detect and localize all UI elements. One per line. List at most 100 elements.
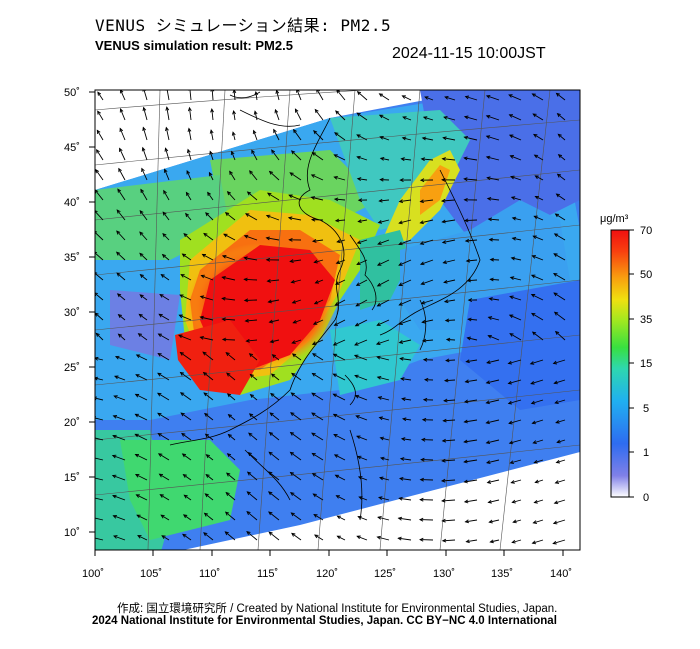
wind-arrow	[553, 292, 566, 301]
wind-arrow	[422, 137, 434, 141]
plot-frame	[94, 89, 581, 551]
wind-arrow-head	[243, 298, 249, 303]
title-english: VENUS simulation result: PM2.5	[95, 38, 293, 53]
wind-arrow	[464, 479, 478, 483]
wind-arrow-head	[420, 281, 425, 286]
wind-arrow	[112, 435, 126, 441]
wind-arrow-head	[141, 167, 145, 173]
wind-arrow	[402, 418, 412, 421]
wind-arrow-head	[511, 539, 516, 544]
wind-arrow-head	[511, 499, 516, 504]
wind-arrow-head	[290, 150, 296, 155]
wind-arrow-head	[419, 199, 424, 204]
wind-arrow-head	[511, 216, 517, 221]
wind-arrow-head	[224, 531, 229, 536]
wind-arrow	[379, 199, 390, 202]
wind-arrow	[534, 459, 544, 464]
wind-arrow	[399, 199, 412, 203]
wind-arrow-head	[508, 114, 514, 118]
wind-arrow-head	[112, 434, 117, 439]
wind-arrow	[245, 319, 258, 322]
wind-arrow	[512, 499, 522, 503]
wind-arrow-head	[531, 540, 537, 545]
wind-arrow	[466, 359, 478, 363]
wind-arrow	[269, 319, 280, 323]
wind-arrow	[137, 535, 148, 541]
wind-arrow-head	[205, 212, 210, 217]
wind-arrow	[97, 91, 104, 101]
wind-arrow	[530, 379, 544, 385]
wind-arrow	[553, 273, 566, 281]
wind-arrow-head	[185, 191, 190, 196]
wind-arrow-head	[289, 259, 294, 264]
wind-arrow	[226, 472, 236, 481]
wind-arrow-head	[141, 146, 146, 152]
lon-axis-labels: 100˚ 105˚ 110˚ 115˚ 120˚ 125˚ 130˚ 135˚ …	[82, 568, 572, 580]
wind-arrow	[95, 417, 104, 421]
wind-arrow	[222, 276, 236, 281]
wind-arrow-head	[221, 275, 226, 280]
wind-arrow	[135, 413, 148, 421]
wind-arrow-head	[290, 392, 295, 397]
wind-arrow	[276, 90, 280, 101]
wind-arrow-head	[274, 108, 279, 114]
wind-arrow-head	[139, 209, 144, 215]
wind-arrow-head	[401, 397, 406, 402]
wind-arrow-head	[554, 213, 560, 218]
wind-arrow	[203, 392, 214, 401]
wind-arrow	[233, 110, 236, 121]
wind-arrow	[553, 359, 566, 364]
wind-arrow-head	[182, 533, 187, 538]
wind-arrow	[186, 192, 192, 201]
wind-arrow	[166, 107, 170, 121]
wind-arrow-head	[230, 150, 235, 156]
wind-arrow	[158, 453, 170, 461]
wind-arrow	[254, 111, 258, 121]
wind-arrow	[554, 379, 566, 384]
wind-arrow	[291, 373, 302, 381]
wind-arrow-head	[557, 154, 563, 159]
wind-arrow	[178, 334, 192, 341]
wind-arrow-head	[95, 356, 99, 361]
wind-arrow	[358, 516, 368, 521]
wind-arrow-head	[487, 334, 492, 339]
wind-arrow	[442, 459, 456, 462]
wind-arrow	[166, 90, 170, 101]
wind-arrow	[204, 512, 214, 521]
wind-arrow-head	[178, 314, 183, 319]
wind-arrow	[337, 239, 346, 243]
wind-arrow-head	[376, 355, 381, 360]
lon-label: 105˚	[140, 568, 162, 580]
wind-arrow-head	[134, 433, 139, 438]
wind-arrow-head	[243, 234, 249, 239]
wind-arrow	[140, 189, 148, 201]
wind-arrow-head	[508, 440, 514, 445]
wind-arrow-head	[354, 322, 360, 327]
coastlines	[169, 91, 481, 521]
wind-arrow-head	[420, 437, 426, 442]
wind-arrow	[532, 419, 544, 424]
wind-arrow	[402, 137, 412, 141]
wind-arrow-head	[271, 354, 277, 359]
wind-arrow-head	[204, 493, 209, 498]
wind-arrow-head	[377, 516, 382, 520]
wind-arrow-head	[375, 341, 381, 345]
wind-arrow-head	[531, 93, 536, 98]
wind-arrow	[464, 439, 478, 443]
wind-arrow	[205, 493, 214, 501]
wind-arrow	[357, 156, 368, 161]
wind-arrow	[354, 339, 368, 346]
wind-arrow-head	[291, 300, 297, 304]
wind-arrow	[244, 299, 258, 301]
wind-arrow	[247, 491, 258, 501]
wind-arrow	[378, 496, 390, 501]
wind-arrow	[443, 137, 456, 141]
wind-arrow-head	[354, 342, 359, 346]
wind-arrow	[377, 279, 390, 287]
wind-arrow	[553, 253, 566, 261]
wind-arrow	[402, 116, 412, 121]
wind-arrow	[201, 275, 214, 281]
wind-arrow	[333, 373, 346, 381]
wind-arrow-head	[463, 135, 468, 140]
wind-arrow	[296, 90, 302, 101]
